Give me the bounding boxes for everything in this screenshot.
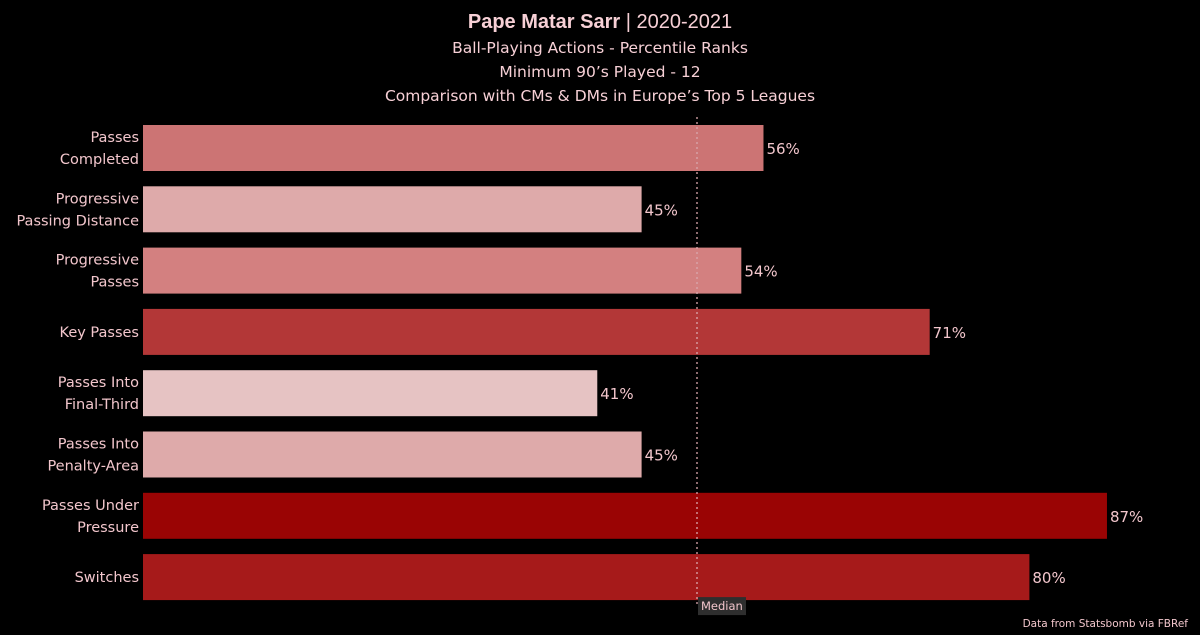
value-label-1: 45% [645,201,678,219]
category-label-line: Progressive [56,253,139,269]
bar-6 [143,492,1107,539]
subtitle-metric: Ball-Playing Actions - Percentile Ranks [452,39,748,57]
value-label-6: 87% [1110,508,1143,526]
value-label-4: 41% [600,385,633,403]
chart-title: Pape Matar Sarr | 2020-2021 [0,8,1200,36]
chart-header: Pape Matar Sarr | 2020-2021 Ball-Playing… [0,8,1200,108]
category-label-2: Progressive Passes [56,253,139,291]
category-label-line: Key Passes [60,325,139,341]
bar-3 [143,308,930,355]
category-label-6: Passes Under Pressure [42,498,139,536]
category-label-7: Switches [75,570,139,586]
value-label-7: 80% [1032,569,1065,587]
bar-0 [143,125,764,171]
bar-2 [143,247,742,294]
category-label-line: Progressive [56,191,139,207]
category-label-line: Passes [90,275,139,291]
category-label-line: Passes [90,130,139,146]
season: 2020-2021 [636,11,733,33]
title-separator: | [620,11,637,33]
category-label-5: Passes Into Penalty-Area [47,437,139,475]
median-label-box [698,597,746,616]
category-label-line: Penalty-Area [47,459,139,475]
subtitle-minimum: Minimum 90’s Played - 12 [499,63,701,81]
bar-7 [143,554,1030,601]
bar-1 [143,186,642,233]
category-label-line: Passes Under [42,498,139,514]
category-label-3: Key Passes [60,325,139,341]
value-label-5: 45% [645,447,678,465]
value-label-0: 56% [766,140,799,158]
category-label-line: Passes Into [58,375,139,391]
category-label-0: Passes Completed [60,130,139,168]
category-label-line: Pressure [77,520,139,536]
category-label-line: Passing Distance [16,213,139,229]
data-source: Data from Statsbomb via FBRef [1022,618,1188,630]
category-label-line: Switches [75,570,139,586]
value-label-2: 54% [744,263,777,281]
category-label-line: Completed [60,152,139,168]
category-label-line: Final-Third [65,397,139,413]
bar-4 [143,370,598,417]
subtitle-comparison: Comparison with CMs & DMs in Europe’s To… [384,87,816,105]
category-label-line: Passes Into [58,437,139,453]
player-name: Pape Matar Sarr [467,11,621,33]
median-label: Median [701,599,743,613]
category-label-1: Progressive Passing Distance [16,191,139,229]
value-label-3: 71% [933,324,966,342]
bar-5 [143,431,642,478]
category-label-4: Passes Into Final-Third [58,375,139,413]
